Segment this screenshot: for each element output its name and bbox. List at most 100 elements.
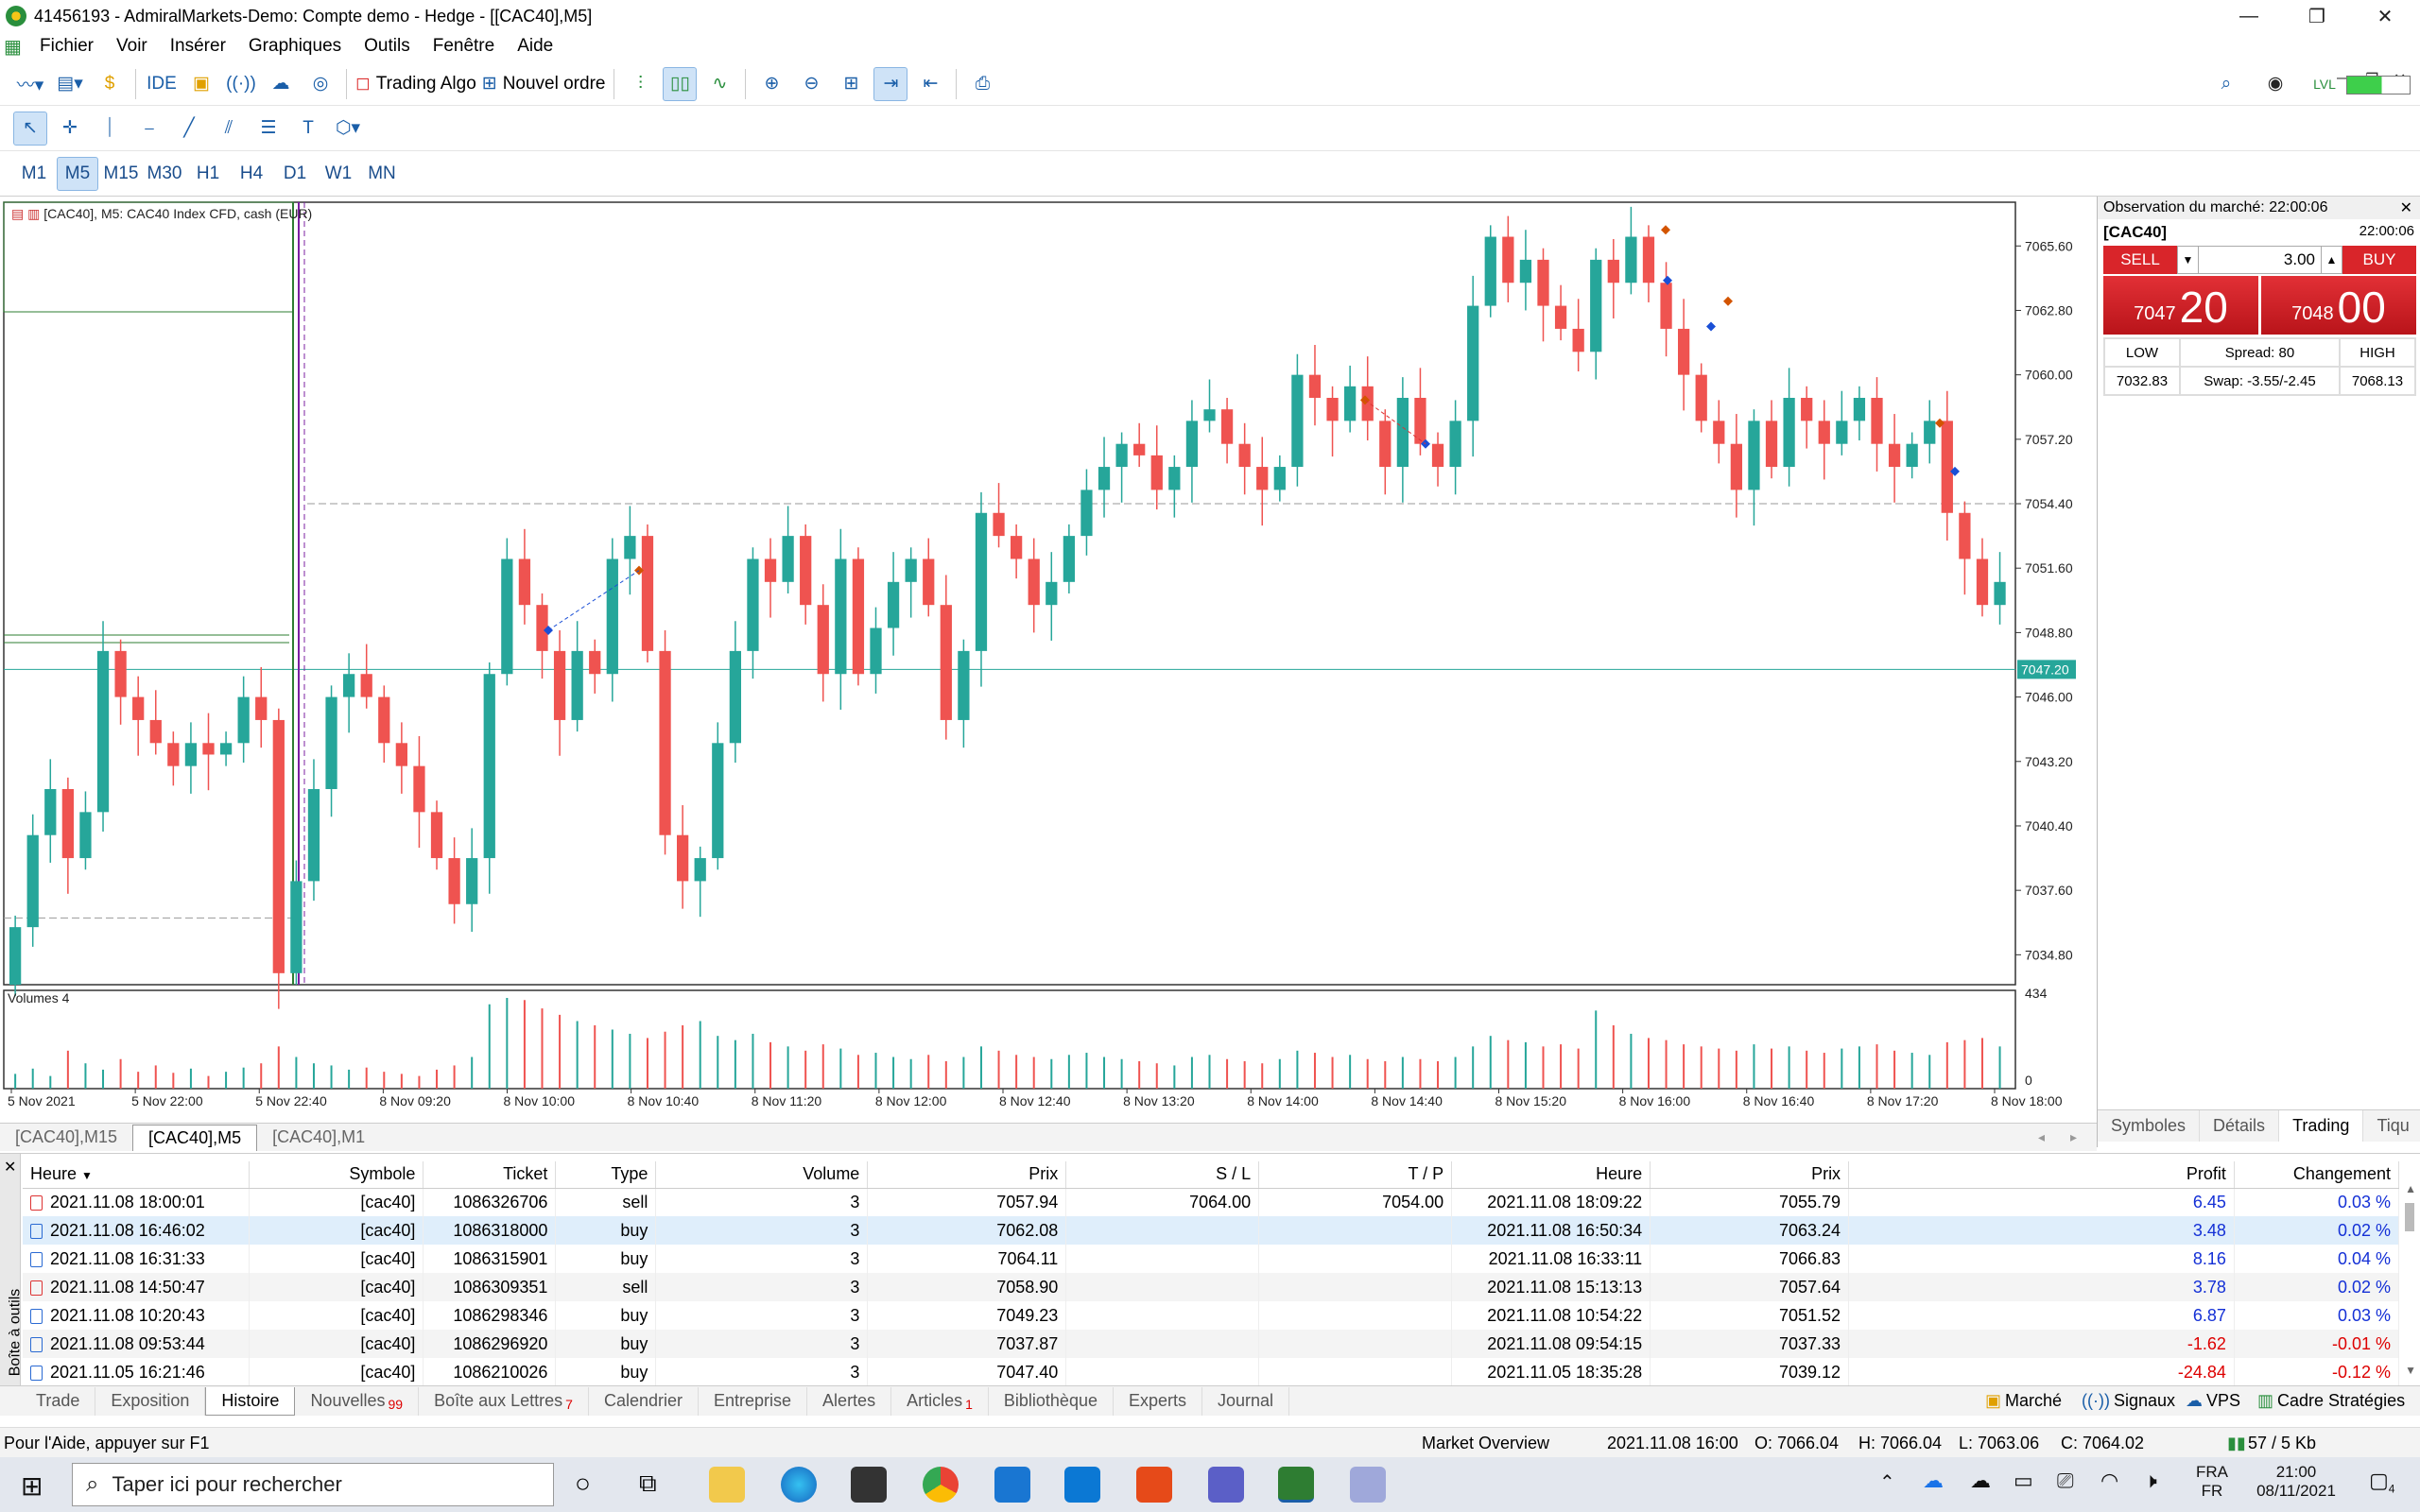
zoom-out-icon[interactable]: ⊖: [804, 74, 820, 94]
office-icon[interactable]: [1136, 1467, 1172, 1503]
table-row[interactable]: 2021.11.08 09:53:44 [cac40] 1086296920 buy 3…: [23, 1330, 2400, 1358]
col-open-time[interactable]: Heure ▼: [23, 1161, 251, 1189]
search-icon[interactable]: ⌕: [2221, 73, 2232, 94]
col-volume[interactable]: Volume: [655, 1161, 869, 1189]
paint-icon[interactable]: [1350, 1467, 1386, 1503]
tab-experts[interactable]: Experts: [1114, 1386, 1203, 1416]
tf-w1[interactable]: W1: [324, 163, 353, 183]
tab-nouvelles[interactable]: Nouvelles 99: [295, 1386, 420, 1416]
tab-articles[interactable]: Articles 1: [891, 1386, 989, 1416]
tf-h4[interactable]: H4: [239, 163, 264, 183]
tf-m5[interactable]: M5: [57, 156, 98, 191]
col-close-time[interactable]: Heure: [1451, 1161, 1651, 1189]
scroll-down-icon[interactable]: ▼: [2405, 1364, 2416, 1377]
price-chart[interactable]: 7065.60 7062.80 7060.00 7057.20 7054.40 7051.…: [0, 198, 2097, 1117]
task-view-icon[interactable]: ⧉: [639, 1469, 657, 1497]
cursor-icon[interactable]: ↖: [13, 111, 47, 146]
menu-outils[interactable]: Outils: [364, 36, 410, 56]
file-explorer-icon[interactable]: [709, 1467, 745, 1503]
table-row[interactable]: 2021.11.05 16:21:46 [cac40] 1086210026 buy 3…: [23, 1358, 2400, 1386]
shapes-icon[interactable]: ⬡▾: [335, 118, 361, 138]
col-profit[interactable]: Profit: [1848, 1161, 2235, 1189]
tile-windows-icon[interactable]: ⊞: [843, 74, 859, 94]
scroll-up-icon[interactable]: ▲: [2405, 1182, 2416, 1195]
chart-menu-icon[interactable]: ▤: [11, 206, 25, 221]
taskbar-search[interactable]: ⌕ Taper ici pour rechercher: [72, 1463, 554, 1506]
tf-m30[interactable]: M30: [147, 163, 182, 183]
tab-histoire[interactable]: Histoire: [205, 1386, 296, 1416]
chart-tab-m1[interactable]: [CAC40],M1: [272, 1127, 366, 1146]
restore-button[interactable]: ❐: [2308, 6, 2325, 27]
lot-decrease-icon[interactable]: ▼: [2178, 247, 2199, 273]
lot-increase-icon[interactable]: ▲: [2321, 247, 2342, 273]
text-icon[interactable]: T: [302, 117, 314, 138]
market-icon[interactable]: $: [104, 73, 115, 94]
col-ticket[interactable]: Ticket: [423, 1161, 557, 1189]
market-link[interactable]: ▣ Marché: [1985, 1391, 2063, 1410]
level-icon[interactable]: LVL: [2313, 76, 2336, 92]
menu-fichier[interactable]: Fichier: [40, 36, 95, 56]
tab-trading[interactable]: Trading: [2279, 1110, 2364, 1142]
signals-icon[interactable]: ((·)): [226, 73, 256, 94]
menu-inserer[interactable]: Insérer: [169, 36, 226, 56]
metatrader-icon[interactable]: [1278, 1467, 1314, 1503]
ask-price-button[interactable]: 7048 00: [2261, 276, 2416, 335]
table-row[interactable]: 2021.11.08 16:46:02 [cac40] 1086318000 buy 3…: [23, 1216, 2400, 1245]
market-bag-icon[interactable]: ▣: [193, 74, 210, 94]
tab-entreprise[interactable]: Entreprise: [699, 1386, 808, 1416]
col-symbol[interactable]: Symbole: [249, 1161, 424, 1189]
zoom-in-icon[interactable]: ⊕: [764, 74, 780, 94]
table-row[interactable]: 2021.11.08 16:31:33 [cac40] 1086315901 buy 3…: [23, 1245, 2400, 1273]
tab-symboles[interactable]: Symboles: [2098, 1110, 2201, 1142]
new-order-button[interactable]: ⊞ Nouvel ordre: [481, 73, 606, 94]
tab-trade[interactable]: Trade: [21, 1386, 96, 1416]
vps-cloud-icon[interactable]: ☁: [271, 74, 290, 94]
chart-tab-m15[interactable]: [CAC40],M15: [15, 1127, 118, 1146]
fibonacci-icon[interactable]: ☰: [260, 118, 277, 138]
tabs-scroll-left-icon[interactable]: ◂: [2038, 1129, 2046, 1144]
chart-shift-icon[interactable]: ⇤: [923, 74, 939, 94]
profiles-icon[interactable]: ▤▾: [57, 74, 83, 94]
tf-h1[interactable]: H1: [196, 163, 220, 183]
tab-details[interactable]: Détails: [2200, 1110, 2280, 1142]
horizontal-line-icon[interactable]: ⎯: [145, 117, 154, 138]
close-toolbox-icon[interactable]: ✕: [4, 1160, 17, 1176]
lot-input[interactable]: 3.00: [2283, 250, 2315, 268]
buy-button[interactable]: BUY: [2342, 246, 2416, 274]
tab-tiques[interactable]: Tiqu: [2363, 1110, 2420, 1142]
tab-exposition[interactable]: Exposition: [95, 1386, 206, 1416]
table-row[interactable]: 2021.11.08 10:20:43 [cac40] 1086298346 buy 3…: [23, 1301, 2400, 1330]
tf-m1[interactable]: M1: [21, 163, 47, 183]
tab-journal[interactable]: Journal: [1202, 1386, 1290, 1416]
screenshot-icon[interactable]: ⎙: [975, 73, 991, 94]
dell-icon[interactable]: [1064, 1467, 1100, 1503]
close-market-watch-icon[interactable]: ✕: [2399, 200, 2412, 216]
status-profile[interactable]: Market Overview: [1422, 1434, 1550, 1452]
line-chart-icon[interactable]: ∿: [712, 74, 728, 94]
vertical-line-icon[interactable]: ⏐: [104, 117, 115, 138]
strategies-link[interactable]: ▥ Cadre Stratégies: [2257, 1391, 2406, 1410]
tf-d1[interactable]: D1: [283, 163, 307, 183]
account-icon[interactable]: ◉: [2267, 74, 2284, 94]
lot-stepper[interactable]: ▼ 3.00 ▲: [2177, 246, 2342, 274]
onedrive-icon[interactable]: ☁: [1923, 1469, 1944, 1492]
notifications-icon[interactable]: ▢4: [2369, 1469, 2395, 1496]
col-change[interactable]: Changement: [2234, 1161, 2400, 1189]
trading-algo-button[interactable]: ◻ Trading Algo: [355, 73, 476, 94]
menu-voir[interactable]: Voir: [116, 36, 147, 56]
chart-window[interactable]: 7065.60 7062.80 7060.00 7057.20 7054.40 7051.…: [0, 198, 2097, 1117]
table-row[interactable]: 2021.11.08 18:00:01 [cac40] 1086326706 sell…: [23, 1188, 2400, 1216]
bar-chart-icon[interactable]: ⫶: [638, 73, 643, 94]
candle-chart-icon[interactable]: ▯▯: [663, 66, 698, 101]
signals-link[interactable]: ((·)) Signaux: [2082, 1391, 2176, 1410]
bid-price-button[interactable]: 7047 20: [2103, 276, 2258, 335]
screen-icon[interactable]: ⎚: [2057, 1469, 2074, 1492]
windows-start-icon[interactable]: ⊞: [21, 1471, 43, 1501]
tab-bibliotheque[interactable]: Bibliothèque: [989, 1386, 1114, 1416]
tf-mn[interactable]: MN: [368, 163, 396, 183]
col-price[interactable]: Prix: [867, 1161, 1067, 1189]
autoscroll-icon[interactable]: ⇥: [873, 66, 908, 101]
crosshair-icon[interactable]: ✛: [62, 118, 78, 138]
cloud-offline-icon[interactable]: ☁: [1970, 1469, 1991, 1492]
sell-button[interactable]: SELL: [2103, 246, 2177, 274]
